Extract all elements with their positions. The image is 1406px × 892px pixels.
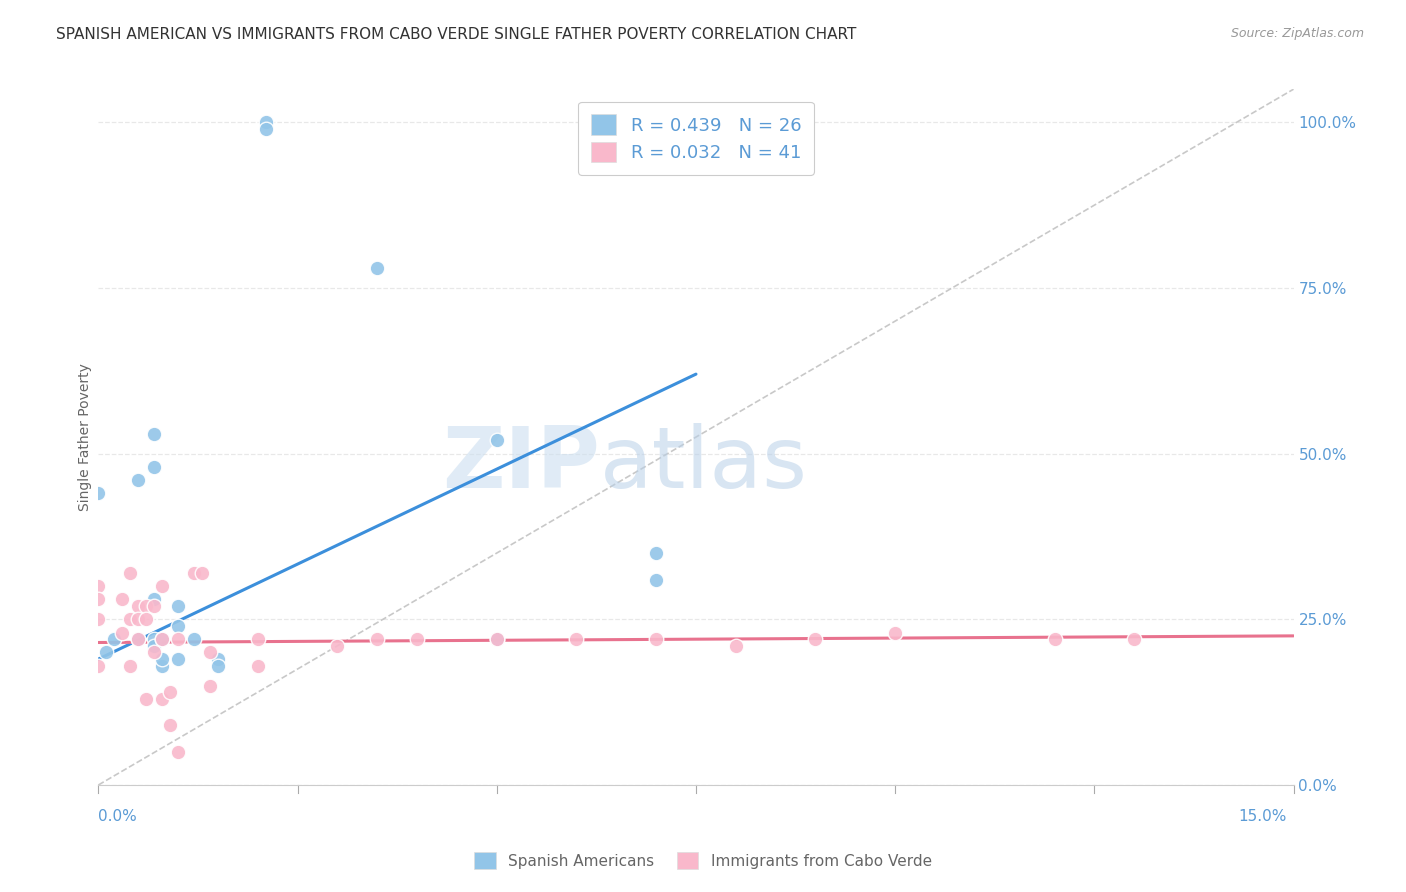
Point [246,658,269,673]
Point [127,632,149,647]
Point [120,612,142,626]
Point [150,632,173,647]
Point [150,691,173,706]
Point [87,579,110,593]
Point [1123,632,1146,647]
Point [87,658,110,673]
Point [485,434,508,448]
Point [804,632,827,647]
Text: Source: ZipAtlas.com: Source: ZipAtlas.com [1230,27,1364,40]
Point [254,115,277,129]
Point [111,592,134,607]
Point [120,658,142,673]
Point [143,645,166,659]
Text: 15.0%: 15.0% [1239,809,1286,823]
Point [183,566,205,580]
Text: SPANISH AMERICAN VS IMMIGRANTS FROM CABO VERDE SINGLE FATHER POVERTY CORRELATION: SPANISH AMERICAN VS IMMIGRANTS FROM CABO… [56,27,856,42]
Point [645,546,668,560]
Point [120,566,142,580]
Point [724,639,747,653]
Point [87,592,110,607]
Point [167,599,190,613]
Point [167,745,190,759]
Text: ZIP: ZIP [443,424,600,507]
Text: 0.0%: 0.0% [98,809,138,823]
Point [207,652,229,666]
Point [884,625,907,640]
Point [485,632,508,647]
Point [645,632,668,647]
Point [167,652,190,666]
Point [87,486,110,500]
Point [150,632,173,647]
Point [191,566,214,580]
Point [485,632,508,647]
Point [143,639,166,653]
Point [143,459,166,474]
Text: atlas: atlas [600,424,808,507]
Point [159,685,181,699]
Point [111,625,134,640]
Point [159,718,181,732]
Point [135,599,157,613]
Point [198,679,221,693]
Point [150,579,173,593]
Point [1043,632,1066,647]
Point [565,632,588,647]
Point [127,612,149,626]
Point [246,632,269,647]
Point [207,658,229,673]
Point [143,632,166,647]
Point [127,473,149,487]
Point [87,612,110,626]
Point [183,632,205,647]
Point [254,122,277,136]
Point [127,599,149,613]
Point [645,573,668,587]
Point [198,645,221,659]
Point [366,632,388,647]
Point [143,592,166,607]
Point [167,619,190,633]
Point [167,632,190,647]
Point [103,632,125,647]
Point [406,632,429,647]
Point [150,658,173,673]
Point [326,639,349,653]
Point [135,612,157,626]
Point [135,691,157,706]
Point [150,652,173,666]
Point [143,599,166,613]
Point [96,645,118,659]
Point [366,261,388,276]
Legend: R = 0.439   N = 26, R = 0.032   N = 41: R = 0.439 N = 26, R = 0.032 N = 41 [578,102,814,175]
Point [143,426,166,441]
Legend: Spanish Americans, Immigrants from Cabo Verde: Spanish Americans, Immigrants from Cabo … [468,846,938,875]
Point [127,632,149,647]
Y-axis label: Single Father Poverty: Single Father Poverty [79,363,93,511]
